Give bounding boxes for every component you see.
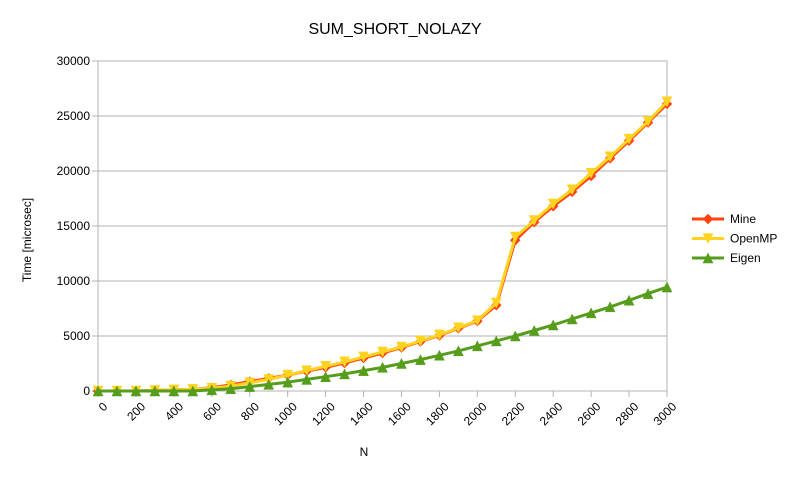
x-tick-label: 800 (238, 399, 262, 423)
x-tick-label: 600 (200, 399, 224, 423)
data-point-openmp (358, 351, 369, 363)
x-tick-label: 200 (124, 399, 148, 423)
legend-label: Eigen (730, 251, 761, 265)
data-point-eigen (358, 365, 369, 376)
data-point-openmp (490, 297, 502, 309)
series-group (92, 96, 673, 397)
data-point-eigen (415, 354, 426, 365)
data-point-openmp (282, 369, 294, 381)
data-point-eigen (396, 357, 407, 369)
legend-label: Mine (730, 212, 756, 226)
y-tick-label: 25000 (57, 109, 91, 123)
x-tick-label: 400 (162, 399, 186, 423)
x-tick-label: 2200 (499, 399, 528, 428)
x-tick-label: 1600 (385, 399, 414, 428)
data-point-openmp (301, 365, 313, 377)
data-point-eigen (528, 324, 540, 336)
data-point-eigen (547, 319, 559, 331)
data-point-openmp (452, 322, 464, 334)
y-tick-label: 0 (83, 384, 90, 398)
legend-marker (702, 213, 714, 225)
data-point-eigen (206, 384, 218, 396)
data-point-eigen (623, 294, 635, 306)
y-tick-label: 5000 (63, 329, 90, 343)
data-point-eigen (282, 376, 294, 388)
data-point-eigen (566, 313, 578, 325)
data-point-eigen (642, 288, 654, 299)
data-point-openmp (509, 231, 521, 243)
data-point-eigen (339, 368, 350, 380)
data-point-openmp (547, 198, 559, 210)
data-point-openmp (642, 116, 654, 128)
chart-title: SUM_SHORT_NOLAZY (308, 21, 481, 38)
data-point-eigen (244, 381, 256, 392)
data-point-eigen (225, 383, 237, 395)
series-eigen (92, 281, 673, 397)
legend-marker (702, 252, 714, 264)
legend-marker (702, 233, 714, 245)
data-point-eigen (377, 361, 388, 373)
x-tick-label: 2000 (461, 399, 490, 428)
data-point-eigen (471, 340, 483, 352)
data-point-eigen (92, 385, 104, 397)
y-tick-label: 20000 (57, 164, 91, 178)
data-point-eigen (149, 385, 161, 397)
legend-item-openmp: OpenMP (692, 232, 777, 246)
y-tick-label: 15000 (57, 219, 91, 233)
x-tick-label: 2600 (575, 399, 604, 428)
x-tick-label: 0 (96, 399, 111, 414)
data-point-openmp (585, 167, 597, 179)
series-line-eigen (98, 285, 668, 393)
data-point-eigen (301, 373, 313, 385)
x-tick-label: 1400 (347, 399, 376, 428)
data-point-eigen (509, 330, 521, 342)
data-point-eigen (490, 335, 502, 347)
data-point-openmp (471, 315, 483, 327)
data-point-eigen (661, 281, 673, 293)
data-point-openmp (604, 151, 616, 163)
data-point-eigen (604, 301, 616, 313)
data-point-openmp (661, 96, 673, 108)
legend: Mine OpenMP Eigen (692, 212, 777, 265)
data-point-eigen (130, 385, 142, 397)
x-tick-label: 1200 (309, 399, 338, 428)
data-point-openmp (320, 361, 332, 372)
y-tick-label: 10000 (57, 274, 91, 288)
data-point-openmp (528, 215, 540, 227)
legend-item-eigen: Eigen (692, 251, 761, 265)
x-tick-label: 3000 (651, 399, 680, 428)
data-point-openmp (396, 341, 407, 353)
x-tick-label: 2800 (613, 399, 642, 428)
data-point-openmp (623, 133, 635, 145)
legend-label: OpenMP (730, 232, 777, 246)
x-tick-label: 2400 (537, 399, 566, 428)
legend-item-mine: Mine (692, 212, 756, 226)
data-point-openmp (433, 329, 445, 341)
y-tick-label: 30000 (57, 54, 91, 68)
data-point-openmp (339, 356, 350, 368)
x-axis-label: N (360, 445, 369, 459)
data-point-eigen (168, 385, 180, 397)
data-point-openmp (566, 184, 578, 196)
grid-lines (98, 60, 667, 392)
x-tick-label: 1000 (271, 399, 300, 428)
data-point-openmp (415, 335, 426, 347)
data-point-openmp (377, 346, 388, 358)
data-point-eigen (320, 371, 332, 382)
data-point-eigen (111, 385, 123, 397)
y-axis-label: Time [microsec] (20, 198, 34, 282)
series-openmp (92, 96, 673, 397)
x-axis-ticks: 0 200 400 600 800 1000 1200 1400 1600 1800 2000 220… (96, 391, 680, 428)
data-point-eigen (585, 307, 597, 319)
x-tick-label: 1800 (423, 399, 452, 428)
data-point-eigen (433, 349, 445, 361)
data-point-eigen (187, 385, 199, 397)
data-point-eigen (452, 345, 464, 357)
data-point-eigen (263, 378, 275, 390)
y-axis-ticks: 0 5000 10000 15000 20000 25000 30000 (57, 54, 98, 398)
